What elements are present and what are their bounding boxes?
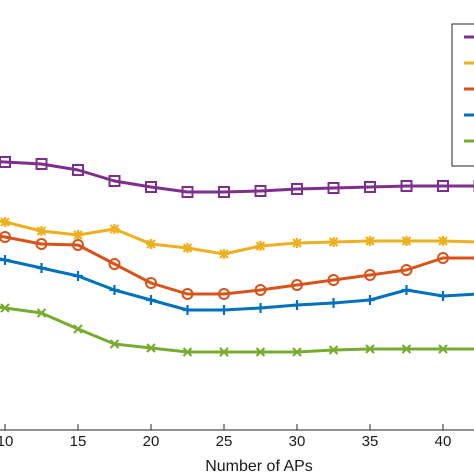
data-point-square <box>72 164 84 176</box>
data-point-plus <box>365 295 375 305</box>
x-tick-label: 25 <box>216 433 233 450</box>
data-point-plus <box>438 291 448 301</box>
data-point-square <box>218 186 230 198</box>
data-point-plus <box>146 295 156 305</box>
data-point-star <box>0 217 10 227</box>
data-point-square <box>145 181 157 193</box>
data-point-x <box>219 347 229 357</box>
legend <box>451 23 474 167</box>
data-point-star <box>219 249 229 259</box>
data-point-x <box>292 347 302 357</box>
data-point-x <box>255 347 266 357</box>
series-circle <box>0 231 474 300</box>
data-point-x <box>438 344 448 354</box>
plot-area <box>0 0 474 430</box>
data-point-star <box>182 243 193 253</box>
x-tick-label: 20 <box>143 433 160 450</box>
x-tick-label: 10 <box>0 433 13 450</box>
data-point-plus <box>182 305 193 315</box>
data-point-square <box>181 186 194 198</box>
data-point-x <box>365 344 375 354</box>
data-point-x <box>182 347 193 357</box>
data-point-plus <box>36 263 47 273</box>
data-point-circle <box>181 288 194 300</box>
data-point-star <box>292 238 302 248</box>
series-line-square <box>0 160 474 194</box>
data-point-circle <box>291 279 303 291</box>
data-point-circle <box>145 277 157 289</box>
series-layer <box>0 156 474 357</box>
data-point-circle <box>218 288 230 300</box>
data-point-plus <box>255 303 266 313</box>
data-point-star <box>401 236 412 246</box>
data-point-circle <box>400 264 413 276</box>
data-point-x <box>146 343 156 353</box>
data-point-circle <box>364 269 376 281</box>
x-tick-label: 40 <box>435 433 452 450</box>
data-point-square <box>364 181 376 193</box>
data-point-star <box>73 230 83 240</box>
series-plus <box>0 255 474 315</box>
data-point-square <box>291 183 303 195</box>
data-point-plus <box>73 271 83 281</box>
data-point-circle <box>72 239 84 251</box>
data-point-circle <box>0 231 11 243</box>
data-point-circle <box>108 258 121 270</box>
data-point-star <box>146 239 156 249</box>
data-point-x <box>0 303 10 313</box>
data-point-square <box>400 180 413 192</box>
series-line-plus <box>0 257 474 312</box>
data-point-star <box>365 236 375 246</box>
data-point-circle <box>35 238 48 250</box>
legend-box <box>451 23 474 167</box>
legend-swatches <box>464 35 474 143</box>
data-point-star <box>36 226 47 236</box>
data-point-plus <box>328 298 339 308</box>
data-point-circle <box>254 284 267 296</box>
data-point-plus <box>292 300 302 310</box>
data-point-star <box>438 236 448 246</box>
data-point-x <box>401 344 412 354</box>
x-tick-label: 35 <box>362 433 379 450</box>
data-point-plus <box>219 305 229 315</box>
data-point-star <box>255 241 266 251</box>
data-point-square <box>327 182 340 194</box>
series-line-star <box>0 219 474 256</box>
data-point-x <box>109 339 120 349</box>
data-point-square <box>254 185 267 197</box>
series-star <box>0 217 474 259</box>
data-point-plus <box>109 285 120 295</box>
data-point-circle <box>437 252 449 264</box>
x-tick-layer: 10 15 20 25 30 35 40 <box>0 424 451 450</box>
series-x <box>0 303 474 357</box>
data-point-square <box>108 175 121 187</box>
data-point-x <box>36 308 47 318</box>
data-point-star <box>109 224 120 234</box>
series-square <box>0 156 474 198</box>
data-point-x <box>328 345 339 355</box>
data-point-square <box>35 158 48 170</box>
series-line-circle <box>0 234 474 296</box>
data-point-plus <box>401 285 412 295</box>
x-tick-label: 15 <box>70 433 87 450</box>
data-point-x <box>73 324 83 334</box>
data-point-square <box>437 180 449 192</box>
series-line-x <box>0 305 474 354</box>
x-axis-label: Number of APs <box>205 458 313 474</box>
x-tick-label: 30 <box>289 433 306 450</box>
data-point-star <box>328 237 339 247</box>
data-point-circle <box>327 274 340 286</box>
data-point-square <box>0 156 11 168</box>
data-point-plus <box>0 255 10 265</box>
